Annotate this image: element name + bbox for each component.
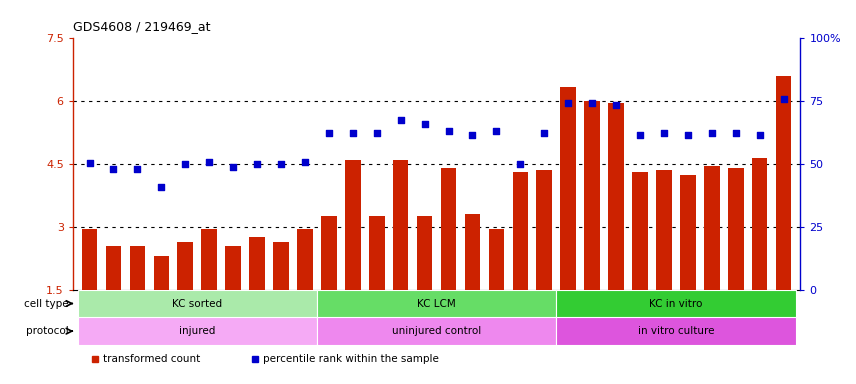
Bar: [465, 214, 480, 290]
Point: [586, 100, 599, 106]
Bar: [556, 290, 795, 317]
Bar: [657, 170, 672, 290]
Bar: [489, 229, 504, 290]
Point: [562, 100, 575, 106]
Bar: [317, 317, 556, 345]
Bar: [321, 217, 336, 290]
Point: [154, 184, 168, 190]
Bar: [417, 217, 432, 290]
Bar: [129, 246, 146, 290]
Bar: [78, 290, 317, 317]
Point: [298, 159, 312, 165]
Point: [346, 129, 360, 136]
Bar: [177, 242, 193, 290]
Bar: [78, 317, 317, 345]
Text: KC sorted: KC sorted: [172, 298, 223, 308]
Point: [538, 129, 551, 136]
Point: [107, 166, 121, 172]
Point: [322, 129, 336, 136]
Bar: [441, 168, 456, 290]
Bar: [776, 76, 792, 290]
Point: [752, 132, 766, 138]
Text: protocol: protocol: [27, 326, 69, 336]
Point: [394, 117, 407, 123]
Point: [442, 127, 455, 134]
Point: [250, 161, 264, 167]
Bar: [369, 217, 384, 290]
Text: cell type: cell type: [25, 298, 69, 308]
Bar: [561, 86, 576, 290]
Bar: [81, 229, 98, 290]
Point: [514, 161, 527, 167]
Bar: [249, 237, 265, 290]
Bar: [537, 170, 552, 290]
Bar: [680, 174, 696, 290]
Point: [226, 164, 240, 170]
Bar: [393, 160, 408, 290]
Point: [609, 103, 623, 109]
Bar: [513, 172, 528, 290]
Bar: [704, 166, 720, 290]
Text: KC LCM: KC LCM: [417, 298, 456, 308]
Bar: [201, 229, 217, 290]
Point: [776, 96, 790, 102]
Bar: [728, 168, 744, 290]
Point: [681, 132, 695, 138]
Text: in vitro culture: in vitro culture: [638, 326, 714, 336]
Bar: [752, 158, 768, 290]
Bar: [317, 290, 556, 317]
Bar: [345, 160, 360, 290]
Point: [83, 160, 97, 166]
Point: [729, 129, 743, 136]
Bar: [225, 246, 241, 290]
Text: percentile rank within the sample: percentile rank within the sample: [264, 354, 439, 364]
Point: [705, 129, 719, 136]
Bar: [105, 246, 122, 290]
Bar: [556, 317, 795, 345]
Bar: [633, 172, 648, 290]
Bar: [609, 103, 624, 290]
Point: [418, 121, 431, 127]
Point: [657, 129, 671, 136]
Point: [130, 166, 144, 172]
Point: [490, 127, 503, 134]
Point: [202, 159, 216, 165]
Point: [466, 132, 479, 138]
Text: GDS4608 / 219469_at: GDS4608 / 219469_at: [73, 20, 211, 33]
Point: [178, 161, 192, 167]
Point: [274, 161, 288, 167]
Bar: [153, 256, 169, 290]
Point: [633, 132, 647, 138]
Point: [370, 129, 383, 136]
Bar: [297, 229, 312, 290]
Bar: [585, 101, 600, 290]
Text: KC in vitro: KC in vitro: [649, 298, 703, 308]
Text: uninjured control: uninjured control: [392, 326, 481, 336]
Text: injured: injured: [179, 326, 216, 336]
Bar: [273, 242, 288, 290]
Text: transformed count: transformed count: [104, 354, 200, 364]
